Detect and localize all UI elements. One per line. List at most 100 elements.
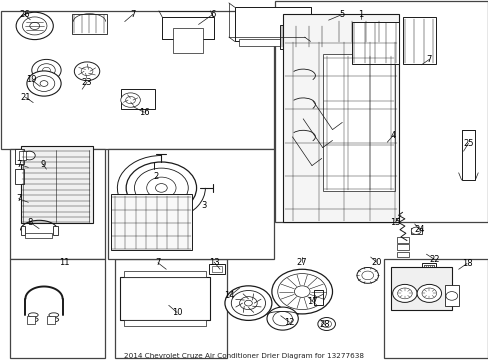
Text: 7: 7 — [426, 55, 431, 64]
Bar — [1, 11, 273, 149]
Circle shape — [244, 300, 252, 306]
Bar — [162, 17, 213, 39]
Bar — [47, 316, 55, 324]
Text: 20: 20 — [370, 258, 381, 266]
Circle shape — [239, 297, 257, 310]
Text: 6: 6 — [210, 10, 215, 19]
Bar — [322, 54, 394, 191]
Bar — [351, 22, 398, 64]
Circle shape — [321, 320, 331, 328]
Circle shape — [38, 64, 55, 77]
Bar — [423, 265, 433, 269]
Bar — [211, 266, 222, 272]
Circle shape — [271, 269, 332, 314]
Bar — [123, 320, 206, 326]
Circle shape — [121, 93, 140, 107]
Circle shape — [266, 307, 298, 330]
Text: 18: 18 — [461, 259, 471, 268]
Bar — [238, 39, 306, 46]
Bar — [172, 28, 203, 53]
Bar — [10, 149, 105, 259]
Text: 16: 16 — [139, 108, 149, 117]
Bar — [27, 316, 35, 324]
Bar — [19, 151, 26, 160]
Circle shape — [317, 318, 335, 330]
Text: 19: 19 — [26, 76, 37, 85]
Circle shape — [272, 311, 292, 326]
Bar — [402, 17, 435, 64]
Bar — [121, 89, 154, 109]
Circle shape — [294, 286, 309, 297]
Text: 9: 9 — [41, 160, 45, 168]
Text: 28: 28 — [319, 320, 330, 329]
Bar — [396, 252, 408, 257]
Bar — [421, 263, 435, 273]
FancyBboxPatch shape — [120, 277, 210, 320]
Bar — [15, 169, 24, 184]
Text: 7: 7 — [16, 194, 21, 203]
Text: 24: 24 — [413, 225, 424, 234]
Bar — [431, 265, 433, 269]
Text: 7: 7 — [130, 10, 135, 19]
Bar — [423, 265, 426, 269]
FancyBboxPatch shape — [162, 17, 213, 39]
Text: 26: 26 — [19, 10, 30, 19]
Bar — [20, 146, 93, 223]
Text: 2014 Chevrolet Cruze Air Conditioner Drier Diagram for 13277638: 2014 Chevrolet Cruze Air Conditioner Dri… — [124, 353, 364, 359]
Circle shape — [126, 162, 196, 214]
Ellipse shape — [28, 318, 38, 322]
Circle shape — [33, 76, 55, 91]
Text: 4: 4 — [390, 130, 395, 139]
Circle shape — [23, 151, 35, 160]
Circle shape — [42, 67, 50, 73]
Circle shape — [361, 271, 373, 280]
Circle shape — [445, 292, 457, 300]
Circle shape — [22, 17, 47, 35]
Ellipse shape — [49, 313, 59, 317]
Text: 2: 2 — [154, 172, 159, 181]
Text: 14: 14 — [224, 292, 235, 300]
Text: 25: 25 — [462, 139, 473, 148]
Bar — [427, 265, 429, 269]
Text: 21: 21 — [20, 93, 31, 102]
Circle shape — [81, 67, 93, 76]
Bar — [115, 259, 227, 358]
Bar — [111, 194, 192, 250]
Circle shape — [32, 59, 61, 81]
Bar — [123, 271, 206, 277]
Bar — [120, 277, 210, 320]
Bar — [461, 130, 474, 180]
Circle shape — [421, 288, 436, 299]
Bar — [274, 1, 487, 222]
Circle shape — [231, 291, 265, 316]
Circle shape — [16, 12, 53, 40]
Circle shape — [30, 22, 40, 30]
Circle shape — [40, 81, 48, 86]
Bar — [15, 149, 24, 164]
Text: 5: 5 — [339, 10, 344, 19]
FancyBboxPatch shape — [234, 7, 310, 41]
Circle shape — [416, 284, 441, 302]
Circle shape — [27, 71, 61, 96]
Bar — [234, 7, 310, 41]
Bar — [25, 233, 52, 238]
Bar — [396, 244, 408, 250]
Text: 11: 11 — [59, 258, 70, 266]
Text: 22: 22 — [428, 255, 439, 264]
Circle shape — [146, 177, 176, 199]
Text: 7: 7 — [16, 160, 21, 168]
Bar — [107, 149, 273, 259]
Text: 27: 27 — [296, 258, 307, 266]
Bar — [20, 226, 25, 235]
Circle shape — [397, 288, 411, 299]
Bar — [336, 20, 382, 44]
Text: 7: 7 — [155, 258, 160, 267]
Bar — [282, 14, 398, 222]
Ellipse shape — [49, 318, 59, 322]
Circle shape — [134, 168, 188, 208]
Text: 12: 12 — [284, 318, 294, 327]
Circle shape — [125, 96, 135, 104]
Circle shape — [277, 274, 326, 310]
Bar — [444, 285, 458, 306]
Bar — [209, 264, 224, 274]
